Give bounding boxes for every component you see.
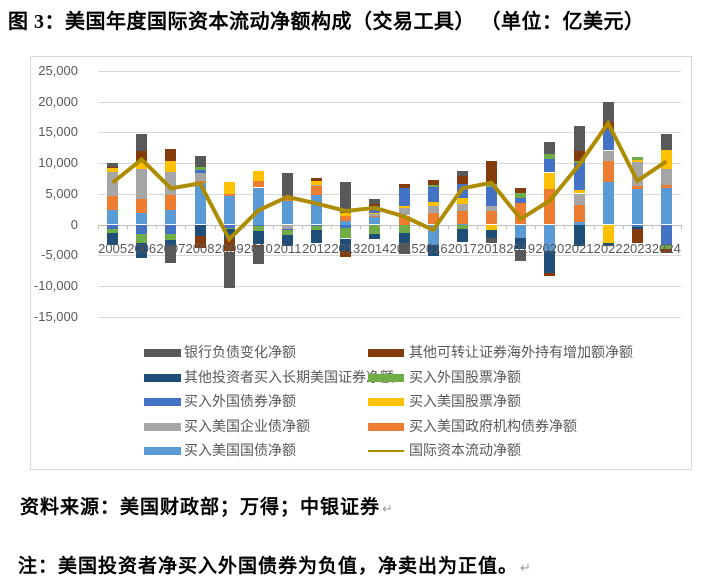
legend-color-swatch [144,349,181,357]
x-axis-label: 2015 [389,241,419,256]
legend-color-swatch [368,349,404,357]
x-axis-label: 2014 [360,241,390,256]
y-axis-tick-label: 0 [70,216,78,232]
figure-title: 图 3：美国年度国际资本流动净额构成（交易工具） （单位：亿美元） [8,11,645,33]
bar-segment [602,242,614,247]
y-axis-tick-label: 10,000 [38,155,78,171]
legend-color-swatch [368,398,404,406]
legend-color-swatch [144,398,181,406]
bar-segment [165,240,177,246]
x-axis-label: 2012 [302,241,332,256]
x-axis-label: 2022 [593,241,623,256]
bar-segment [252,244,264,246]
paragraph-mark: ↵ [520,560,531,575]
legend-label: 国际资本流动净额 [409,442,521,458]
note-line: 注：美国投资者净买入外国债券为负值，净卖出为正值。 ↵ [18,551,531,578]
x-axis-label: 2009 [214,241,244,256]
legend-label: 其他可转让证券海外持有增加额净额 [409,344,633,360]
bar-segment [602,101,614,122]
bar-segment [340,238,352,252]
bar-segment [165,246,177,263]
legend-line-swatch [368,450,404,452]
x-axis-label: 2005 [98,241,128,256]
bar-segment [340,251,352,258]
gridline [98,316,681,318]
bar-segment [515,237,527,250]
source-text: 资料来源：美国财政部；万得；中银证券 [20,497,381,518]
x-axis-label: 2006 [127,241,157,256]
bar-segment [660,248,672,253]
x-axis-label: 2007 [156,241,186,256]
bar-segment [398,242,410,255]
legend-color-swatch [144,373,181,382]
x-axis-label: 2018 [477,241,506,256]
bar-segment [136,242,148,258]
x-axis-label: 2020 [535,241,565,256]
legend-color-swatch [144,447,181,455]
chart-legend: 银行负债变化净额其他投资者买入长期美国证券净额 买入外国债券净额 买入美国企业债净额… [31,57,693,471]
bar-segment [427,244,439,257]
bar-segment [515,249,527,261]
legend-label: 买入美国国债净额 [184,442,296,458]
legend-label: 买入美国股票净额 [409,393,521,409]
y-axis-tick-label: -15,000 [33,308,78,324]
x-axis-label: 2008 [185,241,215,256]
gridline [98,285,681,287]
legend-label: 买入美国政府机构债券净额 [409,417,577,434]
y-axis-tick-label: 20,000 [38,93,78,109]
legend-label: 买入美国企业债净额 [184,417,310,434]
y-axis-tick-label: -10,000 [33,277,78,293]
bar-segment [223,239,235,252]
gridline [98,255,681,257]
legend-label: 其他投资者买入长期美国证券净额 [184,368,394,385]
legend-color-swatch [368,373,404,382]
gridline [98,101,681,103]
x-axis-label: 2017 [447,241,477,256]
chart-frame: 25,000 20,000 15,000 10,000 5,000 0 -5,000 -10,… [30,56,692,470]
note-text: 注：美国投资者净买入外国债券为负值，净卖出为正值。 [18,556,519,577]
y-axis-tick-label: 25,000 [38,63,78,78]
x-axis-label: 2024 [651,241,681,256]
x-axis-tick [681,224,682,229]
bar-segment [660,244,672,249]
gridline [98,71,681,72]
legend-label: 银行负债变化净额 [184,344,296,360]
legend-label: 买入外国债券净额 [184,393,296,409]
x-axis-label: 2023 [622,241,652,256]
y-axis-tick-label: 15,000 [38,124,78,140]
x-axis-label: 2011 [273,241,302,256]
x-axis-label: 2016 [418,241,448,256]
x-axis-label: 2021 [564,241,594,256]
y-axis-tick-label: -5,000 [41,247,78,263]
bar-segment [252,245,264,265]
x-axis-label: 2013 [331,241,361,256]
legend-color-swatch [144,422,181,431]
y-axis-tick-label: 5,000 [45,185,78,201]
x-axis-label: 2010 [243,241,273,256]
paragraph-mark: ↵ [382,501,393,516]
source-line: 资料来源：美国财政部；万得；中银证券 ↵ [20,492,393,519]
bar-segment [223,251,235,288]
legend-color-swatch [368,422,404,431]
bar-segment [544,251,556,273]
x-axis-label: 2019 [506,241,536,256]
bar-segment [544,272,556,277]
legend-label: 买入外国股票净额 [409,368,521,385]
x-axis-tick [98,224,99,229]
